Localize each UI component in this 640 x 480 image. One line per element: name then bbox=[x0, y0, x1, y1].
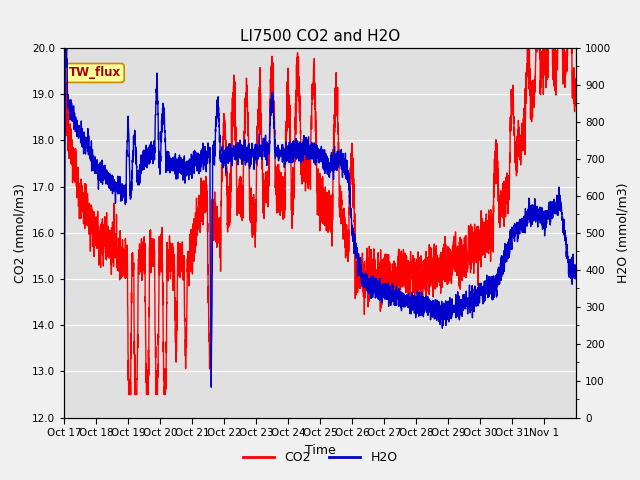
Text: TW_flux: TW_flux bbox=[69, 67, 121, 80]
CO2 bbox=[432, 260, 440, 265]
CO2 bbox=[531, 89, 539, 95]
Line: CO2: CO2 bbox=[64, 39, 576, 395]
CO2 bbox=[280, 186, 287, 192]
H2O bbox=[433, 300, 440, 306]
CO2 bbox=[572, 81, 580, 87]
Y-axis label: CO2 (mmol/m3): CO2 (mmol/m3) bbox=[13, 183, 26, 283]
X-axis label: Time: Time bbox=[305, 444, 335, 456]
Legend: CO2, H2O: CO2, H2O bbox=[237, 446, 403, 469]
CO2 bbox=[275, 192, 283, 198]
Line: H2O: H2O bbox=[64, 48, 576, 387]
CO2 bbox=[524, 36, 532, 42]
H2O bbox=[531, 205, 539, 211]
H2O bbox=[280, 149, 287, 155]
H2O bbox=[275, 149, 283, 155]
CO2 bbox=[303, 170, 311, 176]
H2O bbox=[303, 144, 311, 150]
CO2 bbox=[60, 103, 68, 108]
CO2 bbox=[557, 36, 564, 42]
H2O bbox=[60, 375, 68, 381]
H2O bbox=[207, 384, 215, 390]
H2O bbox=[572, 267, 580, 273]
Y-axis label: H2O (mmol/m3): H2O (mmol/m3) bbox=[617, 182, 630, 283]
H2O bbox=[61, 45, 69, 51]
CO2 bbox=[125, 392, 132, 397]
Title: LI7500 CO2 and H2O: LI7500 CO2 and H2O bbox=[240, 29, 400, 44]
H2O bbox=[557, 198, 564, 204]
